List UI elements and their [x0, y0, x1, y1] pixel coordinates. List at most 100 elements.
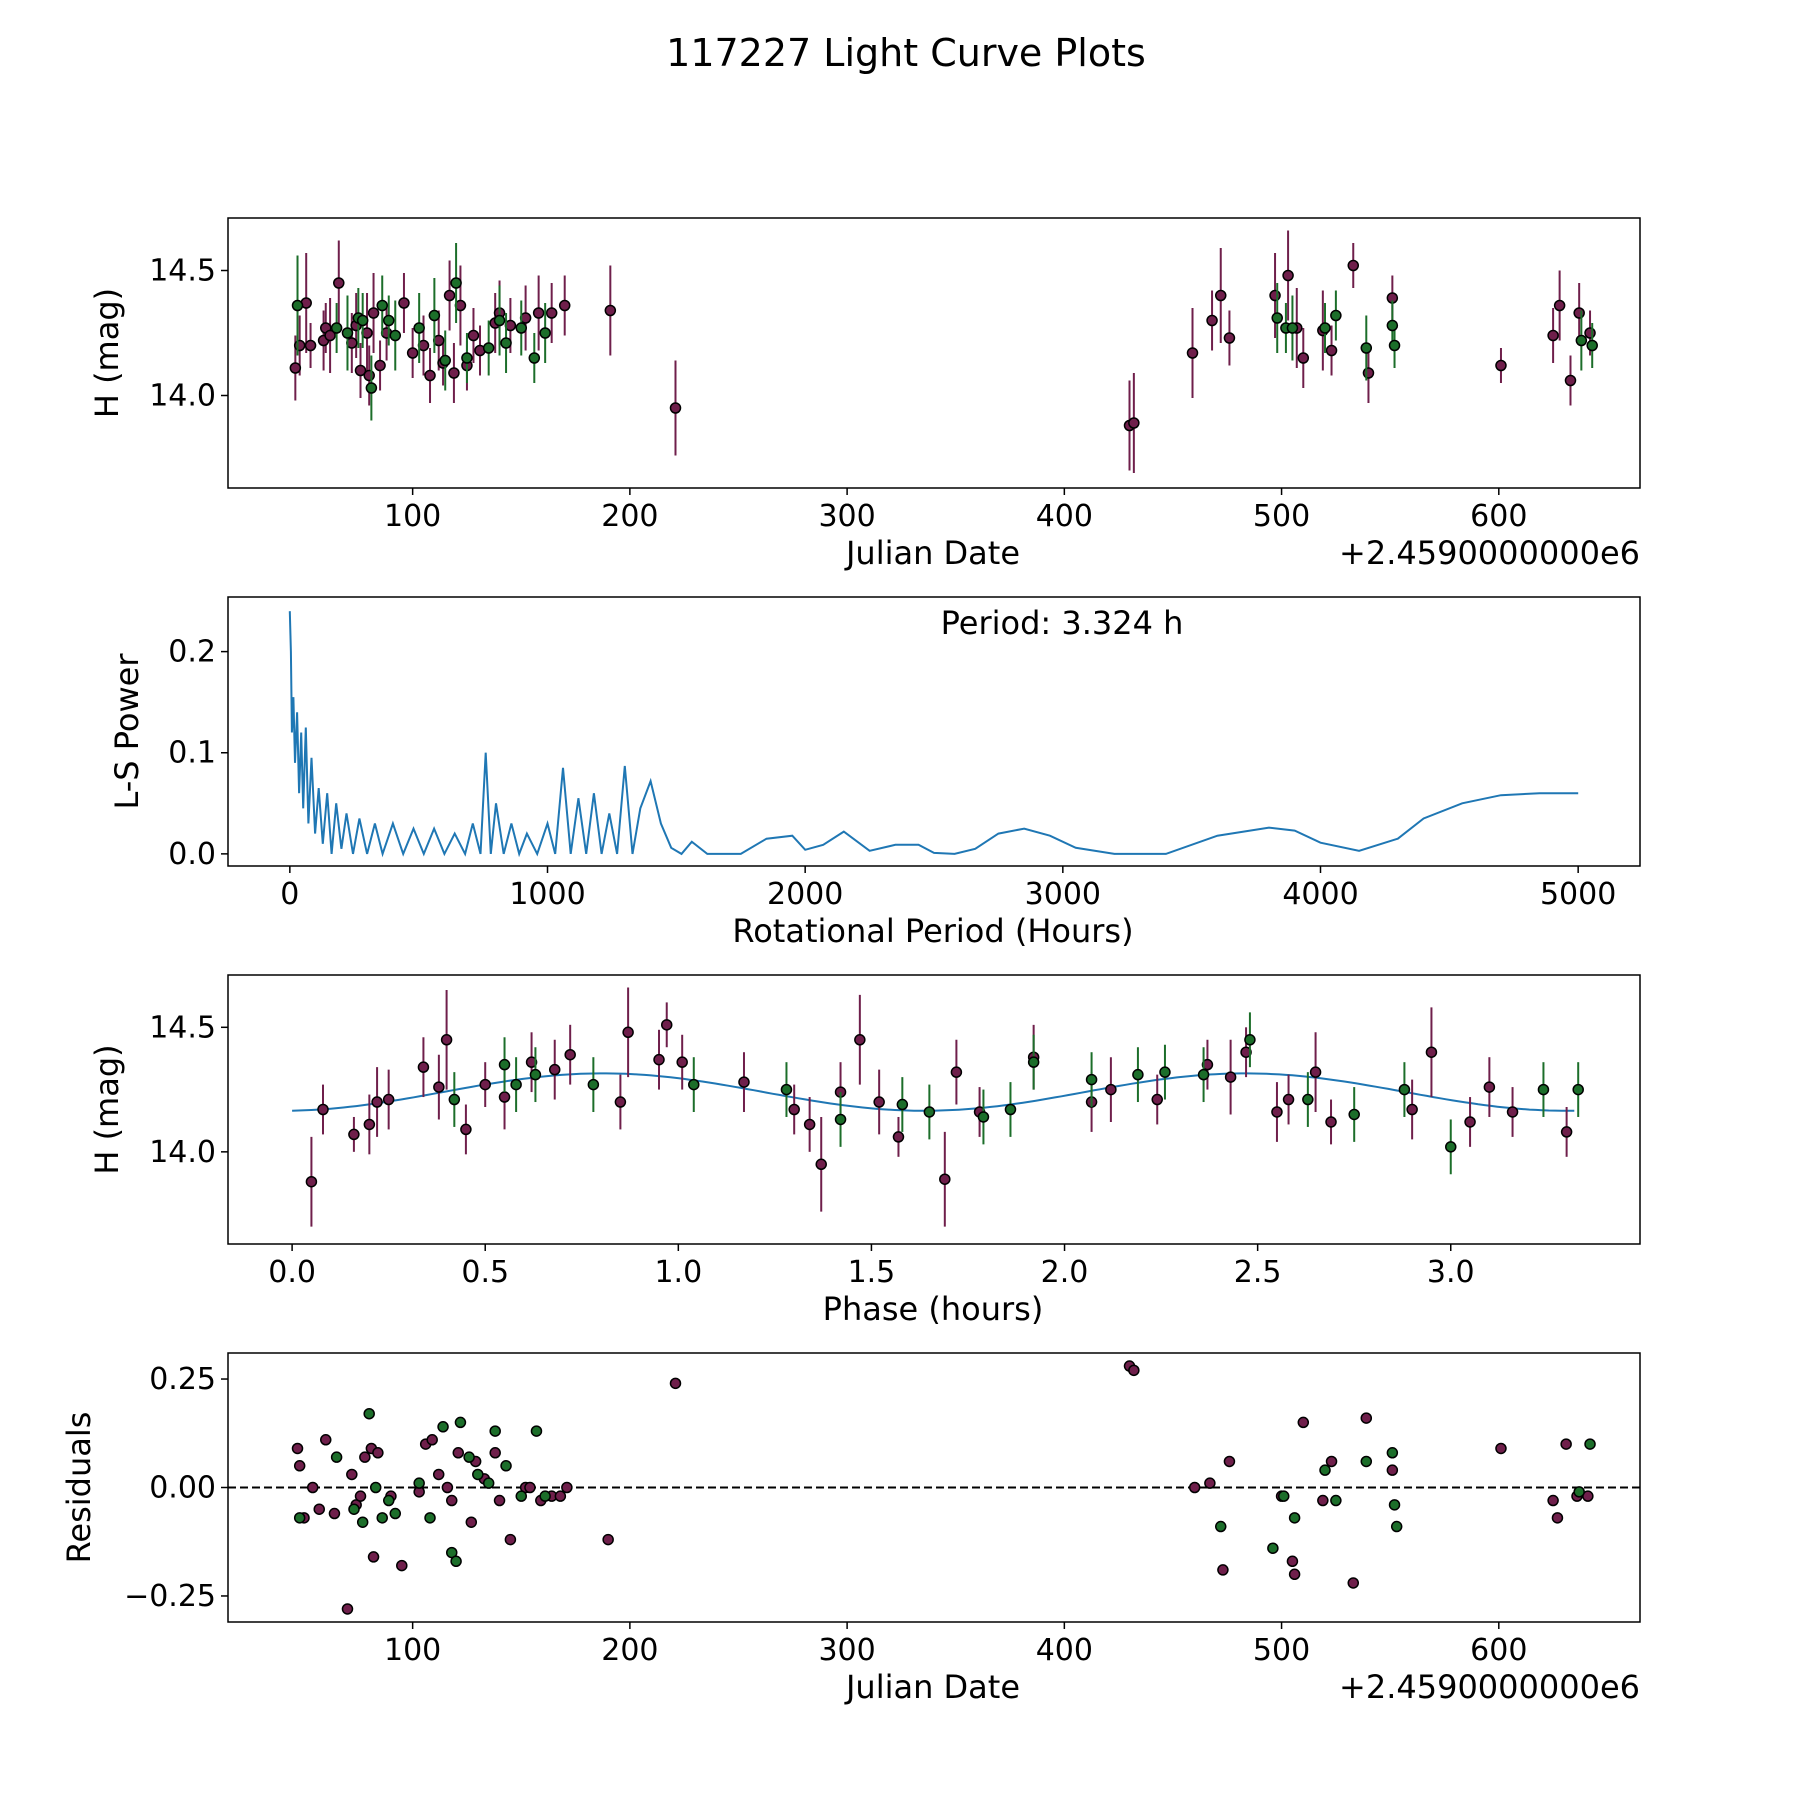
data-point	[289, 362, 302, 374]
data-point	[498, 1091, 511, 1103]
data-point	[1464, 1116, 1476, 1128]
y-axis-label: L-S Power	[108, 653, 146, 810]
data-point	[676, 1056, 688, 1068]
data-point	[1282, 269, 1294, 282]
x-tick-label: 500	[1253, 1633, 1310, 1668]
data-point	[653, 1053, 665, 1066]
data-point	[1586, 339, 1598, 352]
data-point	[873, 1096, 885, 1108]
data-point	[1286, 322, 1299, 334]
data-point	[554, 1490, 567, 1502]
x-tick-label: 0.0	[268, 1255, 316, 1290]
data-point	[1302, 1093, 1314, 1106]
data-point	[1204, 1477, 1216, 1489]
data-point	[892, 1131, 905, 1143]
data-point	[1551, 1512, 1564, 1524]
data-point	[504, 1533, 517, 1546]
data-point	[291, 1442, 304, 1455]
data-point	[441, 1481, 454, 1494]
data-point	[367, 307, 380, 319]
data-point	[439, 354, 451, 367]
data-point	[602, 1533, 614, 1546]
data-point	[448, 1093, 461, 1106]
y-tick-label: 14.0	[149, 379, 216, 414]
data-point	[493, 1494, 506, 1507]
data-point	[465, 1516, 478, 1528]
data-point	[317, 1103, 329, 1116]
y-axis-label: Residuals	[60, 1412, 98, 1564]
x-axis-label: Julian Date	[844, 534, 1020, 572]
data-point	[1282, 1093, 1295, 1106]
x-tick-label: 600	[1470, 1633, 1527, 1668]
x-tick-label: 200	[601, 499, 658, 534]
x-axis-label: Phase (hours)	[823, 1290, 1044, 1328]
data-point	[372, 1447, 384, 1459]
data-point	[1128, 1364, 1140, 1377]
data-point	[489, 1447, 501, 1459]
data-point	[406, 347, 419, 359]
data-point	[854, 1034, 866, 1046]
y-tick-label: 0.2	[168, 635, 216, 670]
data-point	[1386, 319, 1399, 332]
data-point	[1286, 1555, 1299, 1568]
panel-phase-folded: 0.0 0.5 1.0 1.5 2.0 2.5 3.0 14.0 14.5 Phase (hour…	[88, 974, 1641, 1328]
y-tick-label: 0.00	[149, 1471, 216, 1506]
data-point	[688, 1078, 700, 1091]
data-point	[1223, 1455, 1236, 1468]
data-point	[1572, 1083, 1584, 1096]
x-tick-label: 1.5	[848, 1255, 896, 1290]
data-point	[1325, 1455, 1338, 1468]
x-tick-label: 500	[1253, 499, 1310, 534]
data-point	[341, 1603, 354, 1615]
data-point	[1388, 339, 1401, 352]
data-point	[1085, 1073, 1098, 1086]
data-point	[1297, 1416, 1310, 1429]
data-point	[305, 1175, 318, 1188]
x-tick-label: 600	[1470, 499, 1527, 534]
y-tick-label: 14.5	[149, 254, 216, 289]
data-point	[341, 327, 354, 339]
data-point	[815, 1158, 827, 1171]
data-point	[454, 1416, 467, 1429]
data-point	[445, 1494, 458, 1507]
data-point	[371, 1096, 383, 1108]
y-tick-label: 0.25	[149, 1362, 216, 1397]
data-point	[1223, 332, 1236, 344]
y-axis-label: H (mag)	[88, 288, 126, 418]
y-tick-label: 14.0	[149, 1135, 216, 1170]
data-point	[1206, 314, 1218, 327]
data-point	[950, 1066, 963, 1078]
data-point	[348, 1503, 360, 1515]
data-point	[433, 1081, 445, 1093]
data-point	[1560, 1438, 1572, 1450]
data-point	[1151, 1093, 1163, 1106]
data-point	[1547, 1494, 1559, 1507]
data-point	[1128, 417, 1140, 429]
data-point	[515, 1490, 528, 1502]
data-point	[363, 1407, 375, 1420]
data-point	[1386, 1464, 1399, 1476]
data-point	[939, 1173, 951, 1185]
data-point	[525, 1056, 538, 1068]
data-point	[1297, 352, 1310, 364]
data-point	[622, 1026, 634, 1039]
data-point	[383, 314, 395, 327]
data-point	[896, 1098, 909, 1111]
data-point	[365, 382, 378, 394]
data-point	[1132, 1068, 1144, 1081]
data-point	[493, 314, 506, 327]
data-point	[348, 1128, 360, 1141]
data-point	[1347, 1577, 1360, 1589]
data-point	[376, 299, 388, 312]
data-point	[359, 1451, 371, 1463]
data-point	[1360, 342, 1373, 354]
x-tick-label: 2.5	[1234, 1255, 1282, 1290]
data-point	[1201, 1058, 1214, 1071]
data-point	[1584, 1438, 1596, 1450]
data-point	[383, 1494, 395, 1507]
x-tick-label: 2.0	[1041, 1255, 1089, 1290]
x-tick-label: 0	[280, 877, 299, 912]
data-point	[500, 337, 512, 349]
